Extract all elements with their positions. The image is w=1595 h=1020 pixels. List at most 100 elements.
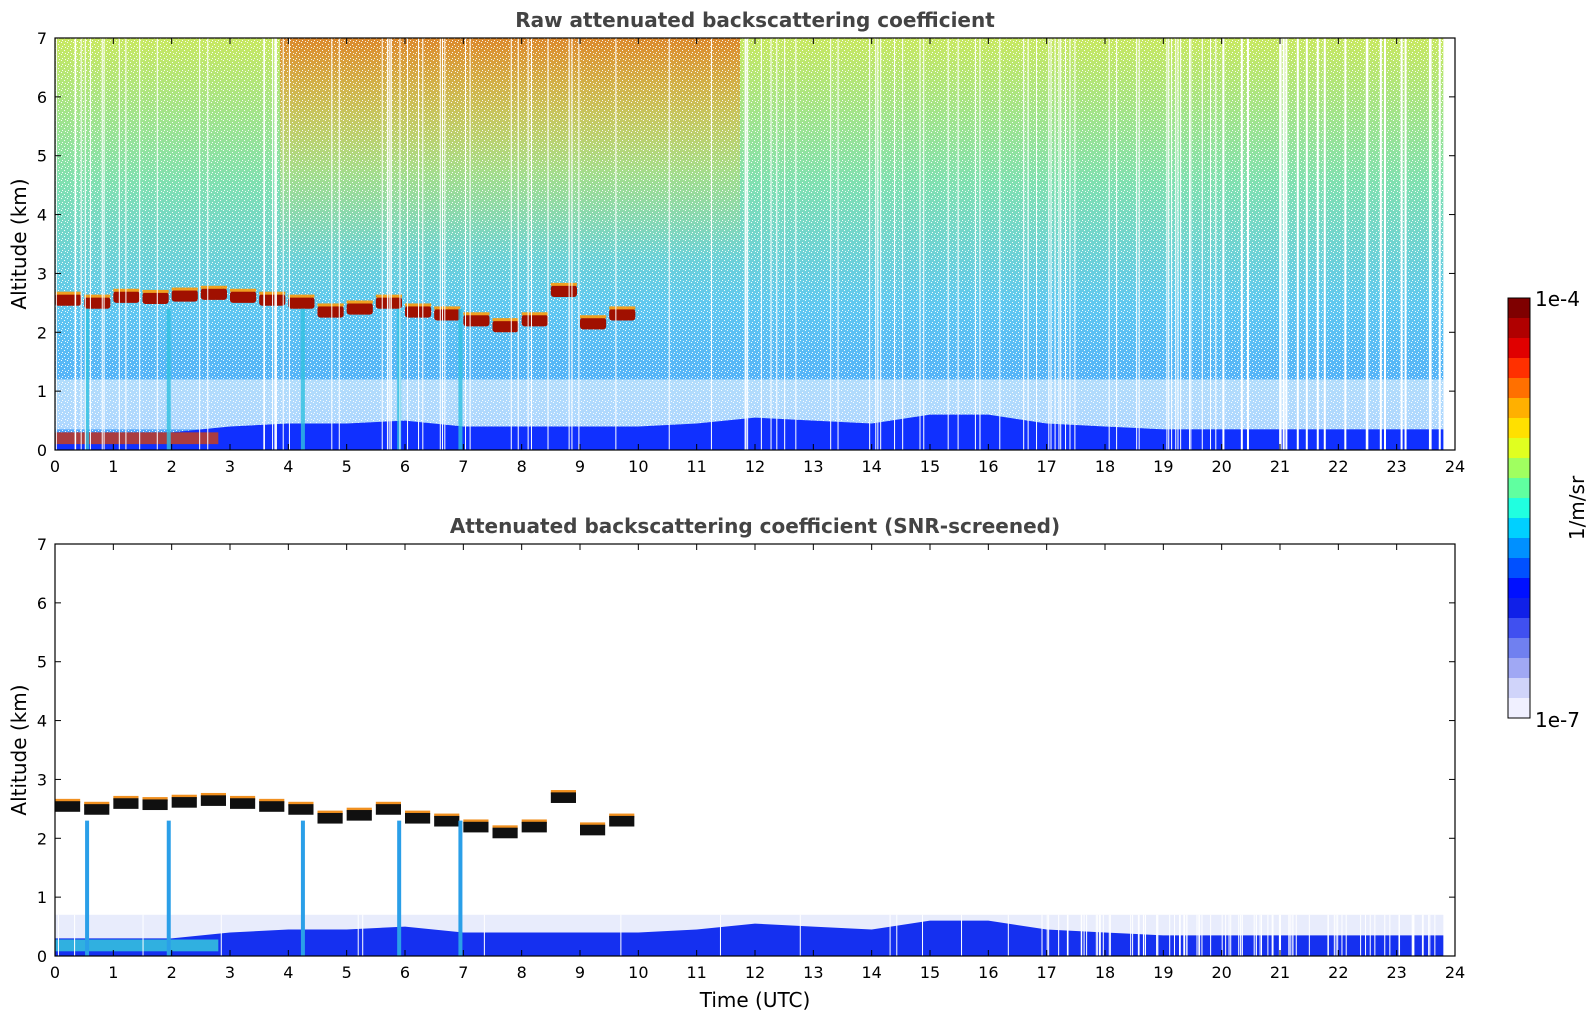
top-data-gap [1065,38,1067,450]
bottom-data-gap [1095,914,1097,956]
top-x-tick-label: 3 [225,457,235,476]
top-data-gap [957,38,959,450]
top-data-gap [388,38,390,450]
colorbar-segment [1508,558,1530,579]
colorbar-segment [1508,678,1530,699]
colorbar-segment [1508,638,1530,659]
top-x-tick-label: 23 [1386,457,1406,476]
top-data-gap [744,38,746,450]
top-x-tick-label: 7 [458,457,468,476]
bottom-surface-layer [55,939,219,952]
top-data-gap [444,38,446,450]
top-cloud-segment [434,308,461,321]
colorbar-segment [1508,438,1530,459]
top-data-gap [902,38,904,450]
bottom-y-tick-label: 2 [37,829,47,848]
bottom-data-gap [1241,914,1243,956]
top-data-gap [1036,38,1038,450]
bottom-precip-streak [166,820,171,956]
bottom-y-tick-label: 3 [37,770,47,789]
bottom-data-gap [74,914,76,956]
bottom-cloud-segment [375,804,401,815]
bottom-data-gap [1183,914,1185,956]
top-data-gap [880,38,882,450]
bottom-data-gap [1412,914,1414,956]
top-cloud-edge [434,306,461,310]
top-axes: 0 1 2 3 4 5 6 7 8 9 10 11 12 13 14 15 16 17 18 19 20 21 22 23 24… [37,29,1465,476]
top-data-gap [527,38,529,450]
bottom-x-tick-label: 22 [1328,963,1348,982]
bottom-data-gap [1137,914,1139,956]
bottom-data-gap [1173,914,1175,956]
bottom-data-gap [1109,914,1111,956]
colorbar-min-label: 1e-7 [1535,708,1580,732]
bottom-x-tick-label: 18 [1095,963,1115,982]
top-cloud-segment [171,289,198,302]
top-data-gap [439,38,441,450]
bottom-data-gap [1221,914,1223,956]
top-data-gap [795,38,797,450]
bottom-x-tick-label: 12 [745,963,765,982]
top-cloud-segment [492,320,519,333]
colorbar-segment [1508,598,1530,619]
top-cloud-segment [317,305,344,318]
bottom-x-tick-label: 11 [686,963,706,982]
top-data-gap [390,38,392,450]
bottom-data-gap [889,914,891,956]
top-data-gap [1166,38,1168,450]
bottom-panel-title: Attenuated backscattering coefficient (S… [450,514,1060,538]
bottom-data-gap [1048,914,1050,956]
top-data-gap [263,38,265,450]
top-data-gap [407,38,409,450]
bottom-y-tick-label: 4 [37,712,47,731]
bottom-x-tick-label: 16 [978,963,998,982]
top-data-gap [837,38,839,450]
top-cloud-edge [142,289,169,293]
top-cloud-edge [346,300,373,304]
top-x-tick-label: 16 [978,457,998,476]
top-data-gap [668,38,670,450]
bottom-data-gap [1389,914,1391,956]
bottom-x-tick-label: 1 [108,963,118,982]
bottom-data-gap [1255,914,1257,956]
bottom-data-gap [1080,914,1082,956]
top-data-gap [1058,38,1060,450]
top-x-tick-label: 8 [517,457,527,476]
top-data-gap [1210,38,1212,450]
bottom-cloud-edge [346,807,372,812]
bottom-cloud-segment [84,804,110,815]
bottom-x-tick-label: 13 [803,963,823,982]
top-cloud-segment [200,288,227,300]
top-data-gap [156,38,158,450]
bottom-cloud-segment [55,801,81,812]
top-cloud-segment [550,285,577,297]
top-data-gap [125,38,127,450]
bottom-data-gap [1259,914,1261,956]
bottom-x-tick-label: 8 [517,963,527,982]
top-data-gap [745,38,747,450]
top-data-gap [974,38,976,450]
top-cloud-edge [492,318,519,322]
bottom-data-gap [1058,914,1060,956]
top-data-gap [1316,38,1319,450]
top-data-gap [1215,38,1217,450]
top-data-gap [386,38,388,450]
top-cloud-edge [171,287,198,291]
top-cloud-edge [550,282,577,286]
bottom-data-gap [1295,914,1297,956]
top-x-tick-label: 11 [686,457,706,476]
top-data-gap [1171,38,1173,450]
bottom-cloud-edge [288,801,314,806]
top-data-gap [1190,38,1192,450]
bottom-y-tick-label: 1 [37,888,47,907]
top-data-gap [282,38,284,450]
bottom-data-gap [1365,914,1367,956]
top-data-gap [1138,38,1140,450]
top-data-gap [103,38,105,450]
colorbar-segments [1508,298,1530,719]
bottom-cloud-edge [200,792,226,797]
colorbar-segment [1508,478,1530,499]
bottom-cloud-segment [521,821,547,833]
top-data-gap [1136,38,1138,450]
bottom-data-gap [1142,914,1144,956]
